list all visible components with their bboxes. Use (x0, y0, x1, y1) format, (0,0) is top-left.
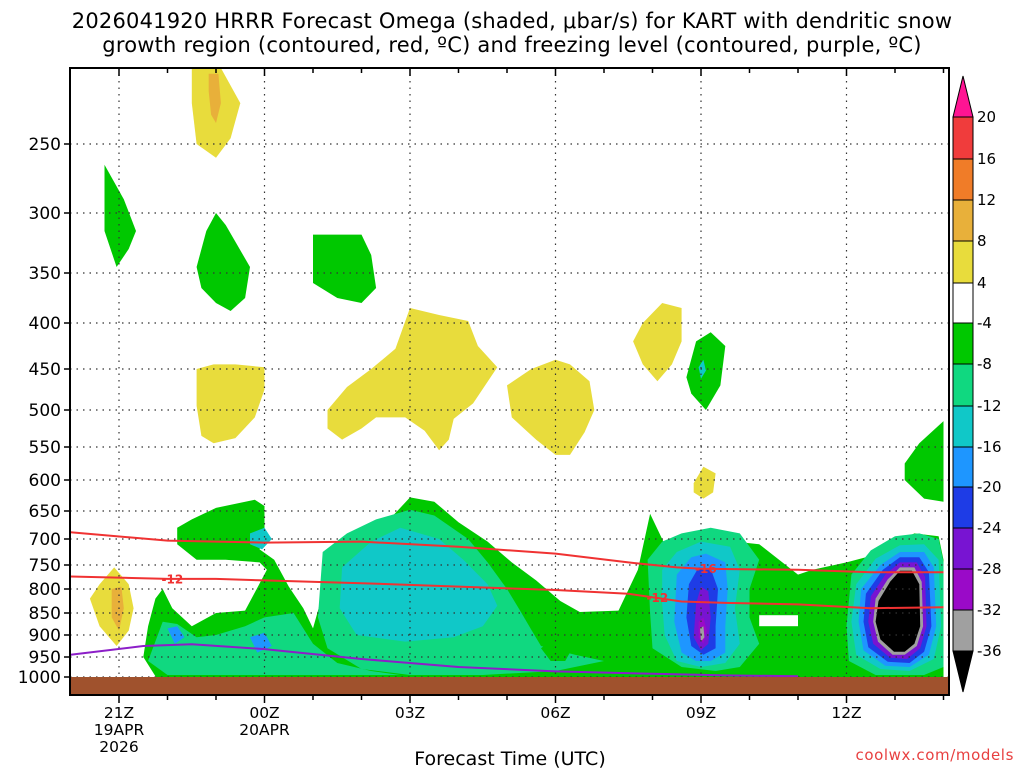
colorbar-arrow-bottom (952, 650, 974, 693)
omega-region-2 (196, 213, 250, 311)
colorbar-label: -32 (977, 601, 1002, 619)
omega-shading (89, 68, 944, 680)
contour-line (70, 531, 944, 574)
omega-region-10 (904, 421, 944, 502)
colorbar-label: 12 (977, 191, 996, 209)
colorbar-label: -16 (977, 438, 1002, 456)
plot-area: -12 -12 -16 (70, 68, 949, 695)
y-tick-label: 850 (29, 604, 61, 624)
colorbar-label: -20 (977, 478, 1002, 496)
omega-region-12-green-a (148, 613, 401, 675)
omega-region-6 (507, 359, 595, 455)
y-tick-label: 350 (29, 264, 61, 284)
x-tick-label: 12Z (831, 704, 861, 722)
y-tick-label: 950 (29, 648, 61, 668)
colorbar-label: -4 (977, 314, 992, 332)
omega-region-12-cyan-a (250, 527, 272, 550)
y-tick-label: 300 (29, 204, 61, 224)
y-tick-label: 750 (29, 556, 61, 576)
chart-title-line2: growth region (contoured, red, ºC) and f… (102, 33, 921, 57)
colorbar-swatch (952, 446, 974, 488)
omega-region-4 (196, 364, 265, 444)
colorbar-label: -24 (977, 519, 1002, 537)
colorbar-swatch (952, 405, 974, 448)
x-tick-label: 2026 (99, 738, 138, 756)
omega-region-7 (633, 303, 682, 382)
colorbar-swatch (952, 282, 974, 324)
grid-lines (70, 68, 949, 695)
contour-label: -16 (695, 562, 717, 576)
omega-region-9 (693, 466, 716, 499)
colorbar-label: 4 (977, 274, 987, 292)
contour-label: -12 (162, 572, 184, 586)
x-tick-label: 20APR (239, 721, 290, 739)
y-tick-label: 650 (29, 502, 61, 522)
colorbar: 20 16 12 8 4 -4 -8 -12 -16 -20 -24 -28 -32 -36 (952, 75, 1002, 693)
y-tick-label: 900 (29, 626, 61, 646)
axes: 2503003504004505005506006507007508008509… (18, 68, 945, 756)
colorbar-swatch (952, 568, 974, 611)
omega-gap-white (759, 615, 798, 627)
colorbar-swatch (952, 116, 974, 160)
omega-region-8 (686, 332, 726, 410)
y-tick-label: 400 (29, 314, 61, 334)
colorbar-label: 20 (977, 108, 996, 126)
colorbar-swatch (952, 363, 974, 407)
omega-region-13 (541, 637, 575, 661)
colorbar-swatch (952, 609, 974, 652)
x-tick-label: 09Z (686, 704, 716, 722)
x-tick-label: 03Z (395, 704, 425, 722)
y-tick-label: 600 (29, 471, 61, 491)
colorbar-swatch (952, 527, 974, 570)
colorbar-label: 16 (977, 150, 996, 168)
chart-title-line1: 2026041920 HRRR Forecast Omega (shaded, … (72, 9, 952, 33)
ground-surface (70, 677, 949, 695)
x-tick-label: 06Z (540, 704, 570, 722)
y-tick-label: 250 (29, 135, 61, 155)
omega-region-0-core (208, 73, 221, 123)
colorbar-swatch (952, 240, 974, 284)
omega-region-14-g (700, 626, 705, 642)
omega-region-12-blue-a (167, 626, 185, 644)
contour-label: -12 (647, 591, 669, 605)
contour-lines: -12 -12 -16 (70, 531, 944, 678)
colorbar-label: -28 (977, 560, 1002, 578)
omega-region-1 (104, 164, 136, 267)
colorbar-label: 8 (977, 232, 987, 250)
colorbar-swatch (952, 486, 974, 529)
y-tick-label: 450 (29, 360, 61, 380)
omega-region-11-core (111, 586, 124, 631)
y-tick-label: 800 (29, 580, 61, 600)
colorbar-swatch (952, 158, 974, 201)
x-tick-label: 00Z (249, 704, 279, 722)
colorbar-swatch (952, 199, 974, 242)
omega-region-3 (313, 234, 377, 303)
plot-frame (69, 67, 950, 696)
colorbar-label: -12 (977, 397, 1002, 415)
omega-region-5 (327, 308, 498, 451)
contour-line (70, 575, 944, 610)
y-tick-label: 500 (29, 401, 61, 421)
omega-region-15-g (875, 570, 921, 652)
credit-text: coolwx.com/models (856, 746, 1015, 764)
y-tick-label: 700 (29, 530, 61, 550)
contour-line (70, 643, 799, 678)
colorbar-label: -8 (977, 355, 992, 373)
colorbar-arrow-top (952, 75, 974, 118)
x-axis-label: Forecast Time (UTC) (414, 748, 605, 768)
y-tick-label: 1000 (18, 668, 61, 688)
y-tick-label: 550 (29, 438, 61, 458)
x-tick-label: 19APR (94, 721, 145, 739)
colorbar-label: -36 (977, 642, 1002, 660)
x-tick-label: 21Z (104, 704, 134, 722)
colorbar-swatch (952, 322, 974, 365)
